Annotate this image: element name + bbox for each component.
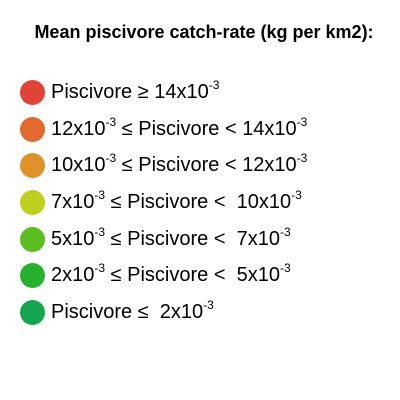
legend-swatch <box>20 152 45 178</box>
legend-item: Piscivore ≤ 2x10-3 <box>20 298 214 326</box>
legend-swatch <box>20 116 45 142</box>
legend-label: 12x10-3 ≤ Piscivore < 14x10-3 <box>51 115 308 140</box>
legend-swatch <box>20 79 45 105</box>
legend-swatch <box>20 299 45 325</box>
legend-label: 5x10-3 ≤ Piscivore < 7x10-3 <box>51 225 291 250</box>
legend-item: 2x10-3 ≤ Piscivore < 5x10-3 <box>20 261 291 289</box>
legend-item: 7x10-3 ≤ Piscivore < 10x10-3 <box>20 188 302 216</box>
legend-swatch <box>20 189 45 215</box>
legend-title: Mean piscivore catch-rate (kg per km2): <box>34 22 374 42</box>
legend-item: 12x10-3 ≤ Piscivore < 14x10-3 <box>20 115 307 143</box>
legend-swatch <box>20 262 45 288</box>
legend-item: 5x10-3 ≤ Piscivore < 7x10-3 <box>20 225 291 253</box>
legend-label: Piscivore ≤ 2x10-3 <box>51 298 214 323</box>
legend-label: Piscivore ≥ 14x10-3 <box>51 78 220 103</box>
legend-label: 7x10-3 ≤ Piscivore < 10x10-3 <box>51 188 302 213</box>
legend-label: 10x10-3 ≤ Piscivore < 12x10-3 <box>51 151 308 176</box>
legend-label: 2x10-3 ≤ Piscivore < 5x10-3 <box>51 261 291 286</box>
legend-item: 10x10-3 ≤ Piscivore < 12x10-3 <box>20 151 307 179</box>
legend-item: Piscivore ≥ 14x10-3 <box>20 78 219 106</box>
legend-swatch <box>20 226 45 252</box>
